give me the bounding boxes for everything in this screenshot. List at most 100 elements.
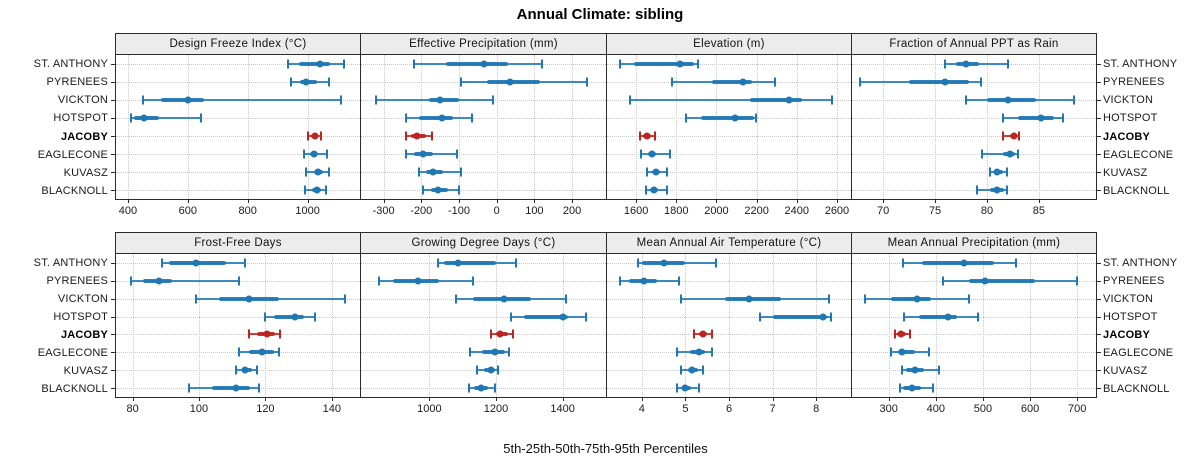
y-axis-tick-left [111,316,115,318]
percentile-cap-95th [714,258,717,268]
percentile-range-5-95 [142,99,341,101]
y-axis-tick-left [111,352,115,354]
percentile-box-25-75 [419,116,454,120]
x-axis-tick [716,199,718,203]
percentile-cap-5th [680,294,683,304]
percentile-cap-5th [459,77,462,87]
percentile-cap-95th [927,347,930,357]
median-dot [731,114,739,122]
percentile-cap-5th [901,258,904,268]
x-axis-tick [459,199,460,203]
percentile-cap-95th [830,95,833,105]
panel-strip: Design Freeze Index (°C) [115,33,361,55]
percentile-cap-95th [540,59,543,69]
gridline-horizontal [607,280,851,282]
median-dot [454,259,462,267]
percentile-cap-5th [646,167,649,177]
site-label: HOTSPOT [53,112,108,125]
x-axis-tick [986,199,988,203]
x-axis-tick-label: 80 [126,403,139,415]
chart-panel: Frost-Free Days 80 100 120 140 [111,232,361,415]
panel-strip-title: Mean Annual Air Temperature (°C) [636,237,822,249]
y-axis-tick-right [1097,64,1101,65]
gridline-vertical [836,55,838,199]
gridline-vertical [1077,254,1079,397]
site-label: KUVASZ [63,166,108,179]
site-label: ST. ANTHONY [33,58,108,71]
gridline-horizontal [852,352,1096,354]
y-axis-tick-left [111,334,115,336]
percentile-cap-95th [1061,113,1064,123]
gridline-vertical [1030,254,1032,397]
percentile-cap-95th [1018,131,1021,141]
x-axis-tick [641,397,643,401]
site-label: PYRENEES [1103,76,1165,89]
percentile-box-25-75 [724,296,782,301]
percentile-cap-95th [979,77,982,87]
gridline-horizontal [852,190,1096,191]
median-dot [695,348,702,356]
site-label: ST. ANTHONY [1103,257,1178,269]
percentile-cap-5th [188,383,191,393]
panel-strip-title: Mean Annual Precipitation (mm) [887,237,1061,249]
gridline-horizontal [361,280,606,282]
gridline-vertical [883,55,885,199]
gridline-horizontal [852,388,1096,390]
y-axis-tick-right [1097,136,1101,137]
median-dot [993,186,1001,194]
y-axis-tick-right [1097,154,1101,155]
percentile-range-5-95 [130,117,202,119]
percentile-cap-95th [1073,95,1076,105]
site-label: BLACKNOLL [41,383,108,395]
site-label: PYRENEES [46,275,108,287]
percentile-cap-5th [980,149,983,159]
x-axis-tick-label: -200 [410,205,433,217]
y-axis-tick-left [111,280,115,282]
x-axis-tick-label: 100 [189,403,209,415]
gridline-vertical [636,55,638,199]
percentile-cap-5th [247,329,250,339]
median-dot [944,313,952,321]
x-axis-tick [636,199,638,203]
gridline-vertical [331,254,333,397]
percentile-cap-95th [908,329,911,339]
x-axis-tick [198,397,200,401]
percentile-cap-5th [455,294,457,304]
percentile-box-25-75 [273,314,304,319]
percentile-cap-5th [234,365,237,375]
percentile-cap-5th [859,77,862,87]
percentile-cap-5th [436,258,439,268]
x-axis-tick-label: 600 [178,205,198,217]
percentile-cap-95th [257,383,260,393]
panel-strip: Growing Degree Days (°C) [360,232,607,254]
median-dot [500,295,508,303]
x-axis-tick [187,199,189,203]
site-label: BLACKNOLL [1103,184,1170,197]
x-axis-tick [421,199,423,203]
x-axis-tick [247,199,249,203]
gridline-vertical [986,55,988,199]
gridline-vertical [496,254,497,397]
chart-panel: Design Freeze Index (°C) 400 600 800 1000 [111,33,361,217]
x-axis-tick-label: 120 [256,403,275,415]
gridline-horizontal [116,334,360,336]
percentile-cap-95th [654,131,657,141]
x-axis-tick [796,199,798,203]
percentile-cap-95th [494,383,497,393]
gridline-horizontal [361,154,606,155]
gridline-horizontal [116,118,360,119]
percentile-cap-95th [666,167,669,177]
x-axis-tick-label: 800 [238,205,257,217]
percentile-cap-95th [342,59,345,69]
percentile-cap-95th [456,149,459,159]
x-axis-tick [935,199,937,203]
median-dot [258,348,266,356]
x-axis-tick [883,199,885,203]
percentile-cap-5th [675,383,678,393]
gridline-horizontal [852,136,1096,137]
percentile-range-5-95 [630,99,832,101]
percentile-box-25-75 [445,62,508,66]
gridline-vertical [572,55,574,199]
panel-plot-area: 300 400 500 600 700 [851,254,1101,415]
x-axis-tick-label: 1000 [417,403,442,415]
